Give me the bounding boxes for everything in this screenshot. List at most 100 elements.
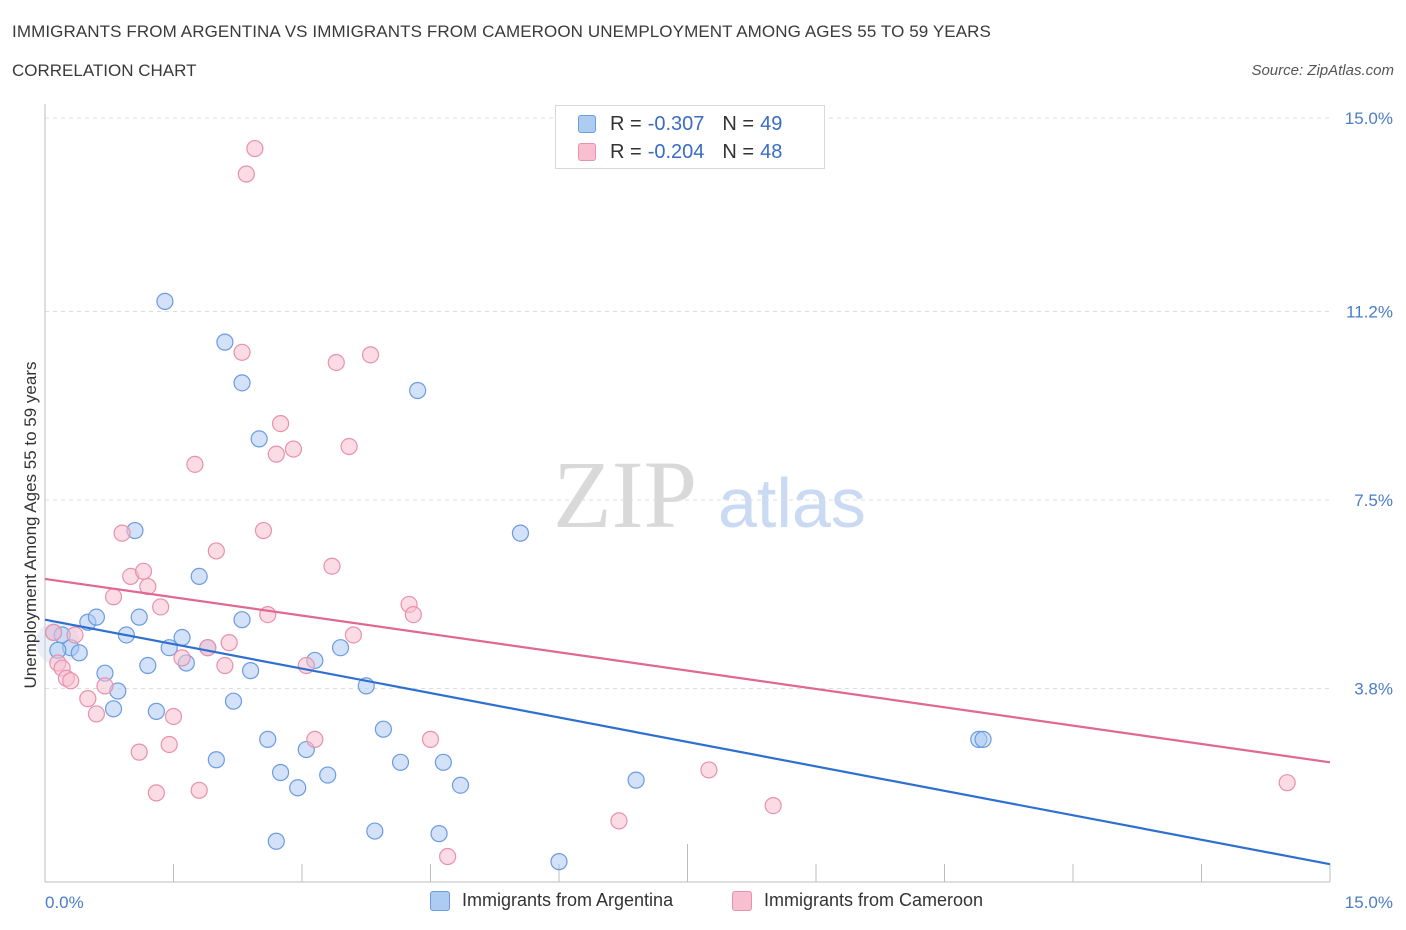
cameroon-point: [44, 623, 63, 642]
argentina-point: [70, 644, 88, 662]
n-value: 48: [760, 140, 783, 163]
argentina-point: [147, 702, 165, 720]
argentina-point: [374, 720, 392, 738]
argentina-legend-swatch: [430, 890, 450, 911]
argentina-point: [259, 730, 277, 748]
r-label: R =: [610, 112, 642, 135]
cameroon-point: [164, 707, 183, 726]
n-label: N =: [722, 140, 755, 163]
cameroon-point: [62, 672, 80, 690]
argentina-trend-line: [44, 618, 1331, 866]
argentina-legend-label: Immigrants from Argentina: [462, 890, 674, 910]
argentina-point: [139, 656, 157, 675]
cameroon-point: [237, 165, 255, 183]
cameroon-point: [344, 626, 362, 644]
cameroon-point: [147, 784, 165, 802]
argentina-point: [190, 567, 208, 586]
argentina-point: [319, 766, 337, 784]
n-label: N =: [722, 112, 755, 135]
watermark-zip: ZIP: [553, 441, 697, 548]
chart-subtitle: CORRELATION CHART: [12, 61, 197, 80]
argentina-point: [233, 611, 251, 629]
argentina-point: [267, 832, 285, 850]
argentina-point: [87, 608, 106, 626]
cameroon-point: [233, 343, 251, 361]
cameroon-point: [254, 521, 273, 540]
cameroon-swatch: [578, 143, 596, 161]
chart-title: IMMIGRANTS FROM ARGENTINA VS IMMIGRANTS …: [12, 22, 991, 41]
cameroon-point: [160, 735, 178, 754]
argentina-point: [409, 381, 427, 400]
cameroon-point: [199, 639, 217, 657]
argentina-point: [216, 333, 234, 351]
cameroon-point: [421, 730, 440, 748]
y-tick-label: 7.5%: [1354, 491, 1393, 510]
cameroon-point: [186, 455, 204, 473]
cameroon-point: [327, 353, 345, 372]
argentina-point: [511, 524, 530, 542]
argentina-point: [173, 628, 191, 647]
cameroon-point: [361, 346, 380, 364]
r-label: R =: [610, 140, 642, 163]
cameroon-point: [1278, 774, 1296, 792]
argentina-point: [974, 730, 992, 748]
argentina-point: [233, 374, 251, 392]
cameroon-trend-line: [44, 577, 1331, 764]
cameroon-point: [340, 437, 358, 456]
cameroon-point: [79, 690, 97, 708]
cameroon-point: [323, 557, 341, 575]
legend-row-cameroon: R = -0.204 N = 48: [578, 140, 782, 164]
y-axis-label: Unemployment Among Ages 55 to 59 years: [21, 362, 40, 689]
argentina-point: [289, 779, 307, 797]
cameroon-point: [284, 440, 303, 458]
argentina-point: [451, 776, 470, 794]
argentina-point: [242, 662, 260, 680]
cameroon-point: [87, 705, 106, 723]
legend-item-cameroon: Immigrants from Cameroon: [732, 890, 983, 911]
argentina-point: [366, 822, 384, 840]
cameroon-point: [267, 445, 285, 463]
y-tick-label: 15.0%: [1345, 109, 1393, 128]
cameroon-point: [404, 605, 422, 624]
cameroon-point: [306, 730, 324, 748]
cameroon-point: [96, 677, 114, 695]
r-value: -0.204: [647, 140, 705, 163]
source-label: Source: ZipAtlas.com: [1251, 62, 1394, 79]
argentina-swatch: [578, 115, 596, 133]
argentina-point: [391, 753, 410, 771]
argentina-point: [430, 825, 448, 843]
argentina-point: [434, 753, 452, 771]
argentina-point: [627, 771, 645, 789]
cameroon-point: [66, 626, 84, 644]
y-tick-label: 3.8%: [1354, 679, 1393, 698]
argentina-point: [331, 639, 350, 657]
legend-row-argentina: R = -0.307 N = 49: [578, 112, 782, 136]
cameroon-point: [271, 415, 290, 433]
cameroon-point: [246, 139, 264, 158]
argentina-point: [550, 853, 568, 871]
cameroon-point: [113, 524, 131, 542]
cameroon-point: [764, 796, 782, 815]
x-tick-label: 0.0%: [45, 893, 84, 912]
cameroon-point: [220, 634, 238, 652]
cameroon-point: [610, 812, 628, 830]
y-tick-label: 11.2%: [1346, 303, 1393, 322]
argentina-point: [104, 700, 123, 718]
argentina-point: [130, 608, 148, 626]
cameroon-point: [130, 743, 148, 761]
argentina-point: [250, 430, 268, 448]
n-value: 49: [760, 112, 783, 135]
r-value: -0.307: [647, 112, 705, 135]
cameroon-point: [104, 588, 123, 606]
cameroon-point: [216, 656, 234, 675]
argentina-point: [271, 763, 290, 782]
cameroon-point: [207, 542, 225, 560]
argentina-point: [156, 292, 174, 310]
argentina-point: [224, 692, 243, 710]
cameroon-legend-label: Immigrants from Cameroon: [764, 890, 984, 910]
cameroon-point: [190, 781, 208, 799]
argentina-point: [207, 751, 225, 769]
cameroon-point: [134, 562, 153, 580]
legend-item-argentina: Immigrants from Argentina: [430, 890, 673, 911]
